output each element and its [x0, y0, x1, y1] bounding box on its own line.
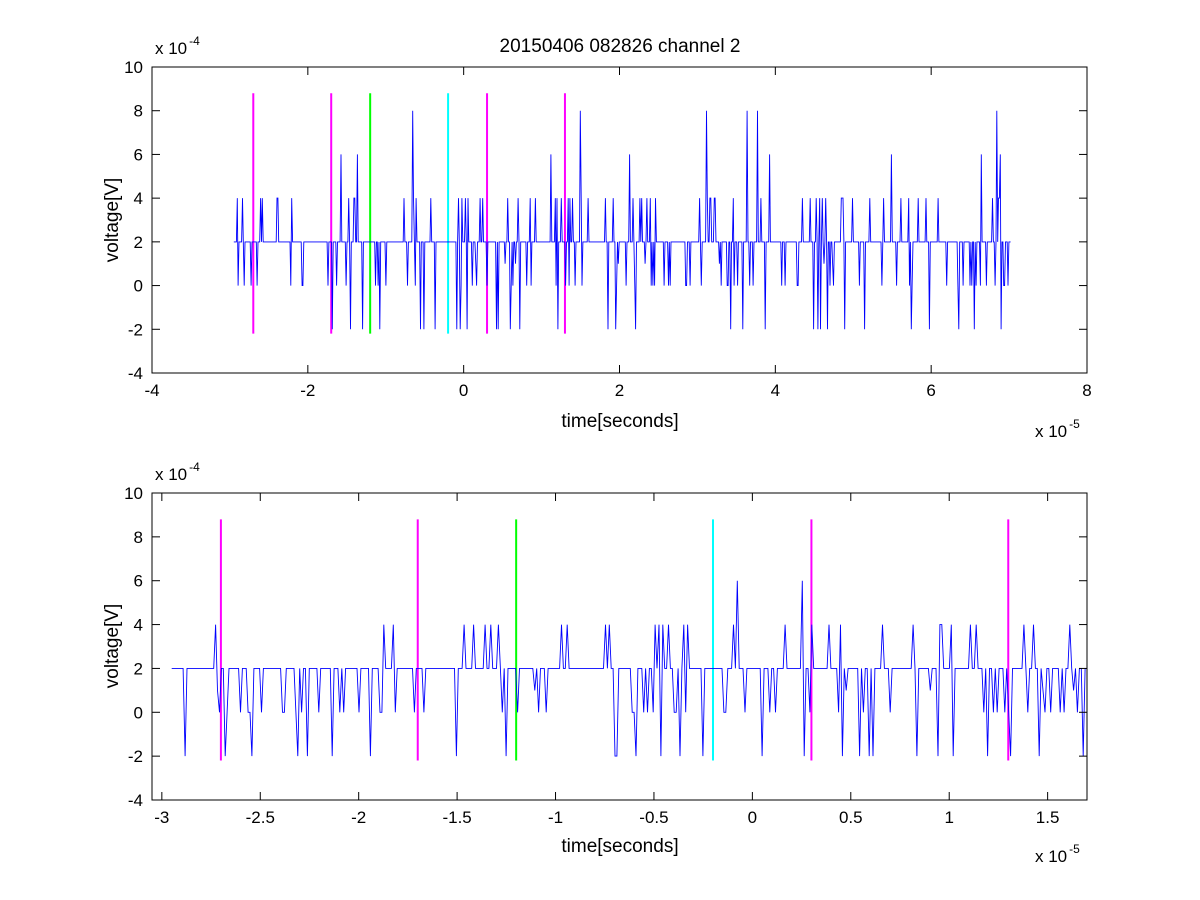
x-tick-label: -2 — [351, 808, 366, 827]
x-tick-label: -1 — [548, 808, 563, 827]
x-tick-label: 0 — [459, 381, 468, 400]
x-tick-label: 4 — [771, 381, 780, 400]
x-tick-label: 0 — [748, 808, 757, 827]
top-plot-area — [151, 66, 1088, 374]
x-tick-label: -3 — [154, 808, 169, 827]
top-event-markers — [252, 93, 566, 334]
y-tick-label: 8 — [134, 528, 143, 547]
y-tick-label: 6 — [134, 145, 143, 164]
x-tick-label: -0.5 — [639, 808, 668, 827]
top-x-scale-factor: x 10 -5 — [1035, 417, 1080, 441]
y-tick-label: 10 — [124, 484, 143, 503]
bottom-y-ticks: -4 -2 0 2 4 6 8 10 — [124, 484, 1087, 810]
bottom-signal — [171, 580, 1087, 757]
bottom-x-axis-label: time[seconds] — [561, 836, 678, 857]
y-tick-label: -4 — [128, 364, 143, 383]
signal-trace — [233, 110, 1011, 330]
x-tick-label: 8 — [1082, 381, 1091, 400]
y-tick-label: 6 — [134, 572, 143, 591]
y-tick-label: 2 — [134, 233, 143, 252]
bottom-x-ticks: -3 -2.5 -2 -1.5 -1 -0.5 0 0.5 1 1.5 — [154, 493, 1059, 827]
y-tick-label: 10 — [124, 58, 143, 77]
bottom-y-axis-label: voltage[V] — [102, 604, 123, 689]
y-tick-label: 0 — [134, 277, 143, 296]
y-tick-label: 8 — [134, 102, 143, 121]
x-tick-label: 2 — [615, 381, 624, 400]
y-tick-label: -2 — [128, 747, 143, 766]
top-y-axis-label: voltage[V] — [102, 178, 123, 263]
top-y-scale-factor: x 10 -4 — [155, 34, 200, 58]
x-tick-label: -2.5 — [246, 808, 275, 827]
x-tick-label: -1.5 — [442, 808, 471, 827]
y-tick-label: -4 — [128, 791, 143, 810]
y-tick-label: 2 — [134, 659, 143, 678]
top-x-ticks: -4 -2 0 2 4 6 8 — [144, 67, 1092, 400]
bottom-x-scale-factor: x 10 -5 — [1035, 842, 1080, 866]
signal-trace — [171, 580, 1087, 757]
x-tick-label: 0.5 — [839, 808, 863, 827]
y-tick-label: 4 — [134, 616, 143, 635]
chart-title: 20150406 082826 channel 2 — [500, 36, 741, 57]
x-tick-label: 1 — [944, 808, 953, 827]
x-tick-label: -2 — [300, 381, 315, 400]
y-tick-label: 0 — [134, 703, 143, 722]
top-y-ticks: -4 -2 0 2 4 6 8 10 — [124, 58, 1087, 383]
top-signal — [233, 110, 1011, 330]
top-x-axis-label: time[seconds] — [561, 411, 678, 432]
bottom-subplot: -3 -2.5 -2 -1.5 -1 -0.5 0 0.5 1 1.5 -4 -2 0 2 4 6 8 10 t… — [102, 460, 1088, 866]
top-subplot: -4 -2 0 2 4 6 8 -4 -2 0 2 4 6 8 10 time[seconds] volt… — [102, 34, 1092, 441]
x-tick-label: 1.5 — [1036, 808, 1060, 827]
x-tick-label: 6 — [926, 381, 935, 400]
y-tick-label: 4 — [134, 189, 143, 208]
bottom-plot-area — [151, 492, 1088, 801]
bottom-y-scale-factor: x 10 -4 — [155, 460, 200, 484]
x-tick-label: -4 — [144, 381, 159, 400]
y-tick-label: -2 — [128, 320, 143, 339]
